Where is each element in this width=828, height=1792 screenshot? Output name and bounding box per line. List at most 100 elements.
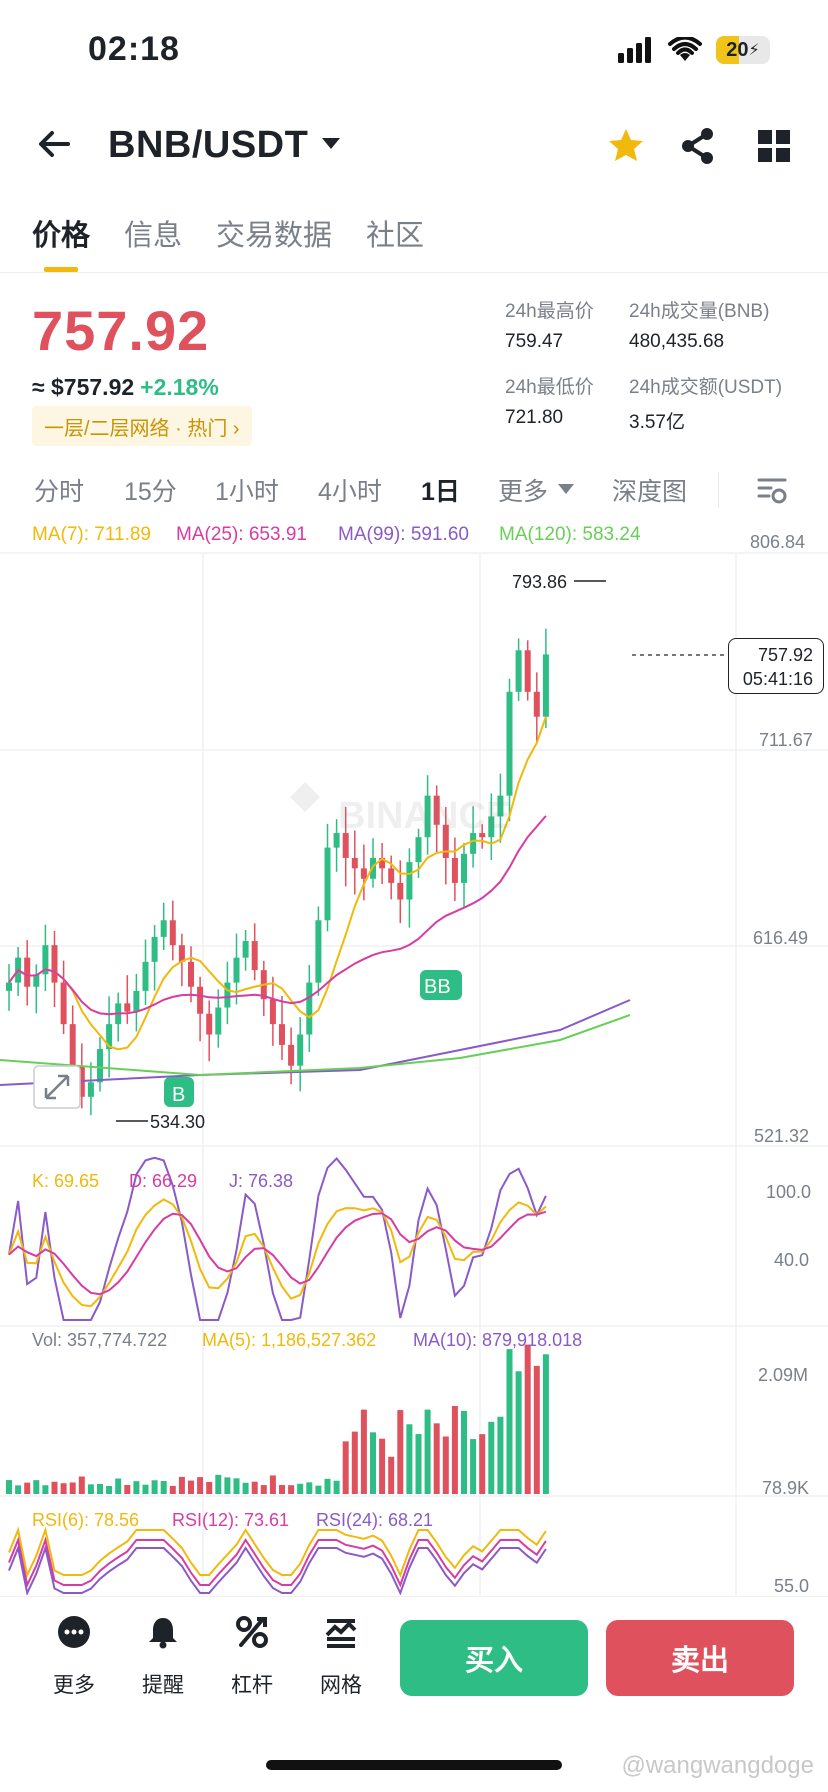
volume-bars [6, 1344, 549, 1494]
kdj-d-legend: D: 66.29 [129, 1171, 197, 1191]
volume-bar [215, 1474, 222, 1494]
volume-bar [379, 1438, 386, 1494]
svg-text:BB: BB [424, 976, 451, 998]
rsi-line [8, 1526, 547, 1579]
volume-bar [169, 1485, 176, 1494]
divider [0, 272, 828, 273]
volume-bar [224, 1477, 231, 1494]
volume-bar [69, 1482, 76, 1494]
volume-bar [388, 1456, 395, 1494]
volume-bar [424, 1409, 431, 1494]
vol-ma10-legend: MA(10): 879,918.018 [413, 1330, 582, 1350]
volume-bar [442, 1436, 449, 1494]
home-indicator [266, 1760, 562, 1770]
credit-watermark: @wangwangdoge [621, 1752, 814, 1779]
nav-leverage[interactable]: 杠杆 [212, 1615, 292, 1699]
candle [379, 857, 386, 869]
volume-bar [6, 1480, 12, 1494]
volume-bar [87, 1484, 94, 1494]
category-tag[interactable]: 一层/二层网络 · 热门 › [32, 406, 252, 446]
kline-chart[interactable]: BINANCE 793.86 534.30 B BB 806.84 711.67… [0, 515, 828, 1595]
volume-bar [515, 1371, 522, 1494]
tab-price[interactable]: 价格 [32, 220, 91, 252]
layout-grid-icon[interactable] [754, 126, 794, 166]
vol-axis-lo: 78.9K [762, 1478, 809, 1498]
volume-bar [142, 1484, 149, 1494]
kdj-k-legend: K: 69.65 [32, 1171, 99, 1191]
interval-divider [718, 472, 719, 508]
tab-info[interactable]: 信息 [124, 220, 183, 252]
tab-trading-data[interactable]: 交易数据 [216, 220, 333, 252]
candle [324, 847, 331, 921]
battery-icon: 20 ⚡ [716, 36, 770, 64]
interval-1h[interactable]: 1小时 [215, 478, 279, 506]
candle [60, 982, 67, 1025]
interval-15m[interactable]: 15分 [124, 478, 177, 506]
interval-more[interactable]: 更多 [498, 478, 549, 506]
interval-timeshare[interactable]: 分时 [34, 478, 85, 506]
kdj-line [8, 1156, 547, 1321]
ma7-line [8, 716, 547, 1051]
chart-settings-icon[interactable] [756, 474, 788, 506]
candle [69, 1024, 76, 1066]
share-icon[interactable] [678, 126, 718, 166]
candle [297, 1034, 304, 1066]
interval-4h[interactable]: 4小时 [318, 478, 382, 506]
tab-community[interactable]: 社区 [366, 220, 425, 252]
candle [524, 650, 531, 692]
volume-bar [542, 1354, 549, 1494]
star-icon[interactable] [606, 126, 646, 166]
nav-more[interactable]: 更多 [34, 1615, 114, 1699]
volume-bar [124, 1484, 131, 1494]
candle [51, 945, 58, 983]
candles [6, 628, 549, 1116]
pair-title[interactable]: BNB/USDT [108, 124, 309, 166]
volume-bnb-label: 24h成交量(BNB) [629, 301, 770, 322]
interval-depth[interactable]: 深度图 [612, 478, 688, 506]
kdj-lines [8, 1156, 547, 1321]
price-axis-label: 806.84 [750, 532, 805, 552]
nav-grid-label: 网格 [320, 1674, 362, 1697]
candle [97, 1049, 103, 1083]
pair-dropdown-icon[interactable] [322, 138, 340, 149]
candle [306, 982, 313, 1035]
volume-bar [297, 1483, 304, 1494]
candle [33, 974, 40, 987]
price-axis-label: 616.49 [753, 928, 808, 948]
candle [315, 920, 322, 983]
volume-bar [433, 1423, 440, 1494]
volume-bar [288, 1485, 295, 1494]
status-icons: 20 ⚡ [618, 36, 770, 64]
expand-icon[interactable] [33, 1065, 81, 1109]
nav-grid[interactable]: 网格 [301, 1615, 381, 1699]
interval-1d[interactable]: 1日 [421, 478, 460, 506]
sell-button[interactable]: 卖出 [606, 1620, 794, 1696]
candle [106, 1024, 113, 1050]
candle [406, 862, 413, 900]
candle [497, 795, 504, 817]
buy-button[interactable]: 买入 [400, 1620, 588, 1696]
price-axis-label: 711.67 [759, 730, 813, 750]
candle [197, 986, 204, 1014]
watermark-text: BINANCE [338, 795, 511, 837]
candle [169, 920, 176, 946]
more-dropdown-icon[interactable] [558, 484, 574, 494]
volume-bar [15, 1485, 22, 1494]
volume-bar [506, 1349, 513, 1494]
wifi-icon [668, 37, 702, 61]
candle [142, 961, 149, 991]
bottom-divider [0, 1596, 828, 1597]
kdj-axis-lo: 40.0 [774, 1250, 809, 1270]
candle [224, 982, 231, 1008]
back-arrow-icon[interactable] [34, 124, 74, 164]
rsi6-legend: RSI(6): 78.56 [32, 1510, 139, 1530]
volume-bar [133, 1481, 140, 1494]
volume-bar [479, 1434, 486, 1494]
volume-bar [151, 1480, 158, 1494]
candle [215, 1007, 222, 1035]
candle [233, 957, 240, 983]
volume-bar [33, 1480, 40, 1494]
candle [133, 990, 140, 1012]
high-label: 24h最高价 [505, 301, 594, 322]
nav-alert[interactable]: 提醒 [123, 1615, 203, 1699]
